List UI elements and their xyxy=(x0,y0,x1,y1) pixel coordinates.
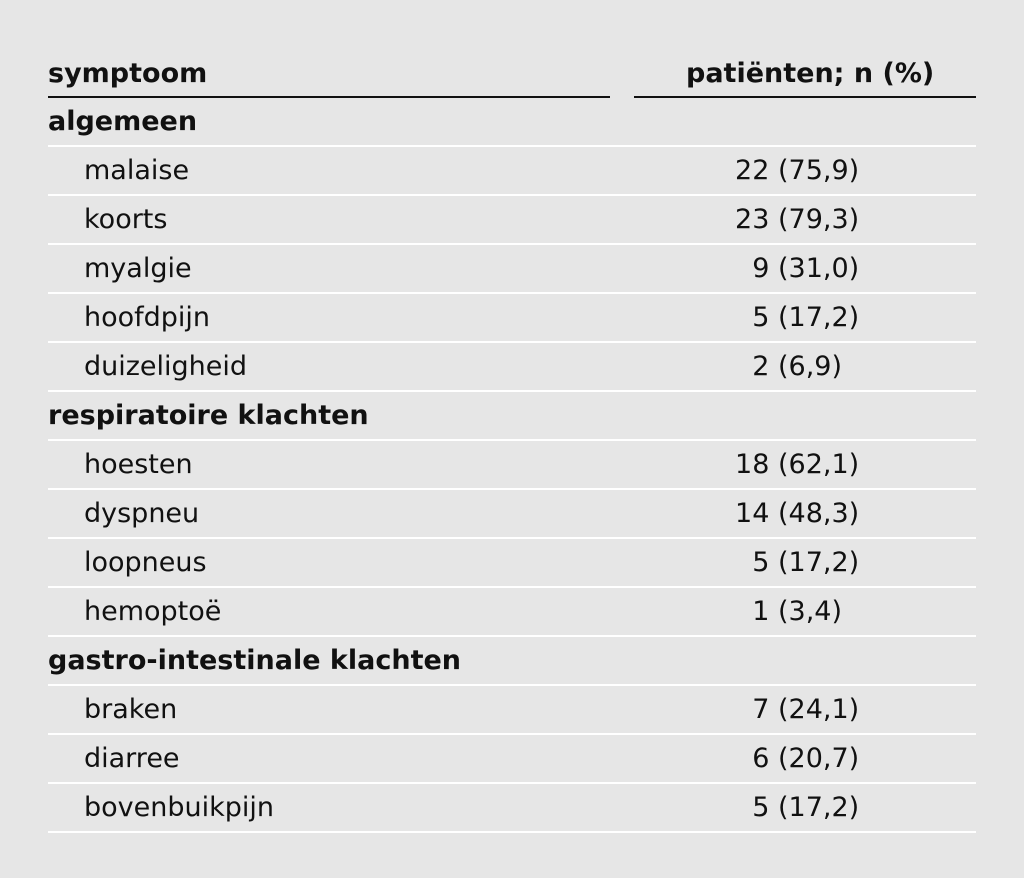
percent-value: (17,2) xyxy=(778,792,860,823)
table-row: hemoptoë 1 (3,4) xyxy=(48,588,976,637)
symptom-label: loopneus xyxy=(84,547,207,578)
symptom-label: hoesten xyxy=(84,449,193,480)
column-header-patients-label: patiënten; n (%) xyxy=(686,58,935,89)
count-value: 6 xyxy=(752,743,770,774)
patient-count: 9 (31,0) xyxy=(723,245,860,292)
patient-count: 6 (20,7) xyxy=(723,735,860,782)
percent-value: (20,7) xyxy=(778,743,860,774)
group-row: algemeen xyxy=(48,98,976,147)
table-row: diarree 6 (20,7) xyxy=(48,735,976,784)
patient-count: 1 (3,4) xyxy=(723,588,858,635)
symptom-label: diarree xyxy=(84,743,180,774)
count-value: 1 xyxy=(752,596,770,627)
table-body: algemeen malaise 22 (75,9) koorts 23 (79… xyxy=(48,98,976,833)
percent-value: (24,1) xyxy=(778,694,860,725)
percent-value: (79,3) xyxy=(778,204,860,235)
column-header-patients: patiënten; n (%) xyxy=(634,56,976,98)
count-value: 5 xyxy=(752,547,770,578)
patient-count: 2 (6,9) xyxy=(723,343,858,390)
symptom-label: hoofdpijn xyxy=(84,302,211,333)
percent-value: (62,1) xyxy=(778,449,860,480)
column-header-symptom: symptoom xyxy=(48,56,610,98)
group-label: gastro-intestinale klachten xyxy=(48,645,462,676)
table-row: bovenbuikpijn 5 (17,2) xyxy=(48,784,976,833)
patient-count: 7 (24,1) xyxy=(723,686,860,733)
percent-value: (31,0) xyxy=(778,253,860,284)
count-value: 18 xyxy=(735,449,770,480)
group-row: respiratoire klachten xyxy=(48,392,976,441)
table-row: malaise 22 (75,9) xyxy=(48,147,976,196)
patient-count: 18 (62,1) xyxy=(723,441,860,488)
patient-count: 5 (17,2) xyxy=(723,539,860,586)
table-row: koorts 23 (79,3) xyxy=(48,196,976,245)
table-row: hoesten 18 (62,1) xyxy=(48,441,976,490)
symptom-label: hemoptoë xyxy=(84,596,222,627)
symptom-label: malaise xyxy=(84,155,190,186)
symptom-label: myalgie xyxy=(84,253,192,284)
count-value: 9 xyxy=(752,253,770,284)
table-row: loopneus 5 (17,2) xyxy=(48,539,976,588)
patient-count: 23 (79,3) xyxy=(723,196,860,243)
group-row: gastro-intestinale klachten xyxy=(48,637,976,686)
symptom-label: braken xyxy=(84,694,178,725)
percent-value: (48,3) xyxy=(778,498,860,529)
patient-count: 22 (75,9) xyxy=(723,147,860,194)
count-value: 2 xyxy=(752,351,770,382)
group-label: respiratoire klachten xyxy=(48,400,369,431)
symptom-label: dyspneu xyxy=(84,498,200,529)
count-value: 23 xyxy=(735,204,770,235)
patient-count: 14 (48,3) xyxy=(723,490,860,537)
percent-value: (3,4) xyxy=(778,596,843,627)
patient-count: 5 (17,2) xyxy=(723,784,860,831)
percent-value: (17,2) xyxy=(778,547,860,578)
table-row: duizeligheid 2 (6,9) xyxy=(48,343,976,392)
count-value: 5 xyxy=(752,792,770,823)
group-label: algemeen xyxy=(48,106,198,137)
table-row: myalgie 9 (31,0) xyxy=(48,245,976,294)
percent-value: (75,9) xyxy=(778,155,860,186)
percent-value: (6,9) xyxy=(778,351,843,382)
table-row: braken 7 (24,1) xyxy=(48,686,976,735)
symptom-label: duizeligheid xyxy=(84,351,248,382)
patient-count: 5 (17,2) xyxy=(723,294,860,341)
symptom-label: koorts xyxy=(84,204,168,235)
count-value: 14 xyxy=(735,498,770,529)
symptom-label: bovenbuikpijn xyxy=(84,792,275,823)
table-header: symptoom patiënten; n (%) xyxy=(48,56,976,98)
table-row: dyspneu 14 (48,3) xyxy=(48,490,976,539)
percent-value: (17,2) xyxy=(778,302,860,333)
count-value: 5 xyxy=(752,302,770,333)
count-value: 22 xyxy=(735,155,770,186)
count-value: 7 xyxy=(752,694,770,725)
table-row: hoofdpijn 5 (17,2) xyxy=(48,294,976,343)
